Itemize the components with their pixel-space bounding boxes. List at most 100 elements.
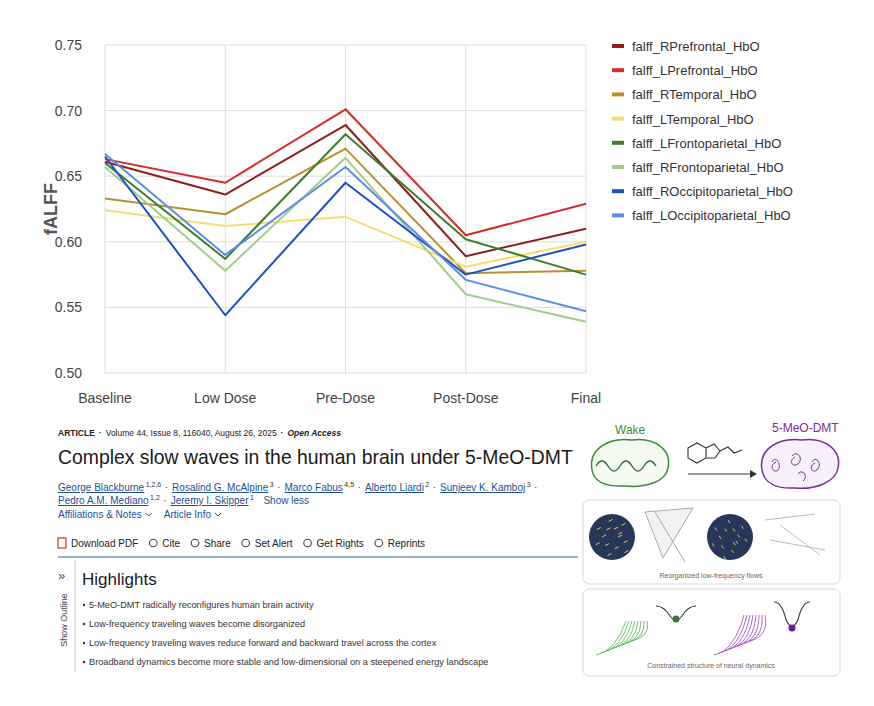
link[interactable]: Show less <box>263 495 309 506</box>
text: 0.70 <box>55 103 82 119</box>
flow <box>736 541 738 544</box>
flow <box>608 554 612 556</box>
series-line <box>105 134 586 274</box>
text: George Blackburne <box>58 482 145 493</box>
flow <box>724 556 726 559</box>
text: 1 <box>250 494 254 501</box>
potential <box>774 602 810 626</box>
button[interactable]: Share <box>204 538 231 549</box>
divider <box>58 556 578 557</box>
chart: 0.500.550.600.650.700.75BaselineLow Dose… <box>41 37 601 406</box>
icon <box>191 539 199 547</box>
series-line <box>105 154 586 311</box>
text: 0.75 <box>55 37 82 53</box>
legend-swatch <box>612 213 624 217</box>
divider <box>75 560 76 672</box>
legend-swatch <box>612 44 624 48</box>
landscape <box>734 615 756 647</box>
text: ARTICLE <box>58 428 95 438</box>
flow <box>624 551 628 553</box>
flow <box>712 543 714 546</box>
text: Open Access <box>287 428 341 438</box>
text: falff_RTemporal_HbO <box>632 87 757 102</box>
text: falff_LPrefrontal_HbO <box>632 63 758 78</box>
prism <box>765 514 825 555</box>
arrow <box>688 473 750 474</box>
legend-swatch <box>612 141 624 145</box>
text: · <box>165 482 168 493</box>
text: Marco Fabus <box>285 482 343 493</box>
text: Jeremy I. Skipper <box>171 495 249 506</box>
text: fALFF <box>41 183 61 235</box>
text: 0.65 <box>55 168 82 184</box>
button[interactable]: Show Outline <box>59 593 69 647</box>
chevron <box>146 513 152 516</box>
flow <box>722 546 724 549</box>
text: falff_ROccipitoparietal_HbO <box>632 184 793 199</box>
button[interactable]: Get Rights <box>317 538 364 549</box>
text: Pre-Dose <box>316 390 375 406</box>
button[interactable]: » <box>58 568 65 583</box>
bullet <box>83 604 85 606</box>
text: Low Dose <box>194 390 256 406</box>
flow <box>618 532 622 534</box>
button[interactable]: Cite <box>162 538 180 549</box>
button[interactable]: Reprints <box>388 538 425 549</box>
text: falff_RPrefrontal_HbO <box>632 39 760 54</box>
arrowhead <box>750 470 757 478</box>
bullet <box>83 623 85 625</box>
link[interactable]: Article Info <box>164 509 212 520</box>
series-line <box>105 125 586 256</box>
text: Pedro A.M. Mediano <box>58 495 149 506</box>
text: Reorganized low-frequency flows <box>659 572 763 580</box>
text: falff_LFrontoparietal_HbO <box>632 136 781 151</box>
flow <box>733 529 735 532</box>
button[interactable]: Download PDF <box>71 538 138 549</box>
text: · <box>99 428 102 438</box>
icon <box>242 539 250 547</box>
landscape <box>729 615 753 649</box>
grid-line <box>225 45 226 373</box>
flow <box>615 547 619 549</box>
brain <box>592 440 669 487</box>
button[interactable]: Set Alert <box>255 538 293 549</box>
flow <box>728 520 730 523</box>
text: falff_LTemporal_HbO <box>632 112 754 127</box>
text: Wake <box>615 423 646 437</box>
text: · <box>433 482 436 493</box>
grid-line <box>586 45 587 373</box>
flow <box>614 527 618 529</box>
legend-swatch <box>612 68 624 72</box>
chevron <box>215 513 221 516</box>
text: Low-frequency traveling waves become dis… <box>89 619 305 629</box>
flow-map <box>707 514 753 560</box>
ball <box>673 616 680 623</box>
lines <box>105 109 586 322</box>
flow <box>618 535 622 537</box>
flow <box>715 527 717 530</box>
swirl <box>772 454 819 481</box>
text: 4,5 <box>344 481 354 488</box>
link[interactable]: Affiliations & Notes <box>58 509 142 520</box>
text: falff_LOccipitoparietal_HbO <box>632 208 791 223</box>
text: Highlights <box>82 570 157 589</box>
text: falff_RFrontoparietal_HbO <box>632 160 784 175</box>
legend-swatch <box>612 165 624 169</box>
text: · <box>534 482 537 493</box>
landscape <box>744 615 762 643</box>
text: Volume 44, Issue 8, 116040, August 26, 2… <box>106 428 277 438</box>
flow <box>745 539 747 542</box>
wave <box>596 461 656 471</box>
legend-swatch <box>612 92 624 96</box>
flow <box>596 543 600 545</box>
text: 5-MeO-DMT <box>772 421 839 435</box>
landscape <box>749 615 766 641</box>
flow <box>609 519 613 521</box>
flow <box>732 550 734 553</box>
text: Complex slow waves in the human brain un… <box>58 446 573 468</box>
text: Sunjeev K. Kamboj <box>440 482 525 493</box>
ball <box>789 625 796 632</box>
panel <box>583 500 840 584</box>
prism <box>645 508 693 562</box>
flow <box>602 535 606 537</box>
